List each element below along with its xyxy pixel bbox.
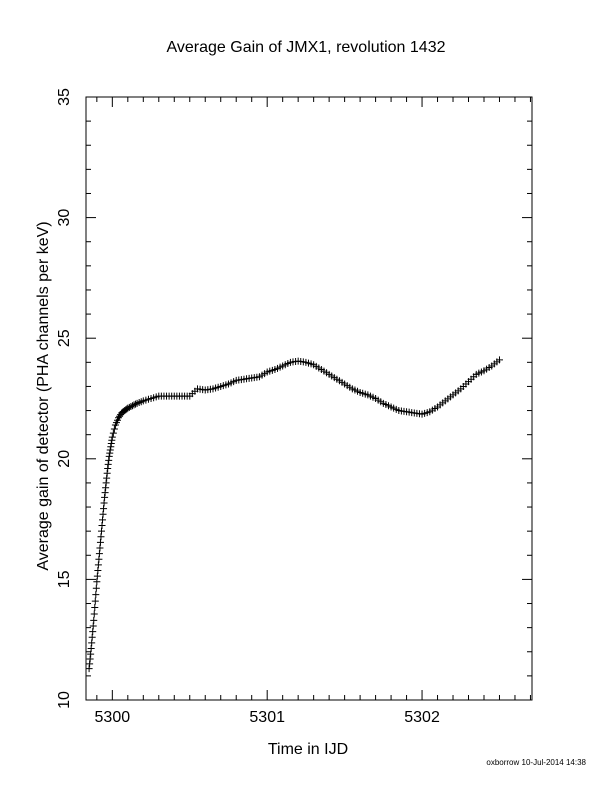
data-point [103,474,111,482]
data-point [93,572,101,580]
data-point [87,645,95,653]
data-point [90,610,98,618]
data-point [108,433,116,441]
data-points [85,356,503,673]
data-point [125,403,133,411]
chart-title: Average Gain of JMX1, revolution 1432 [167,39,446,56]
data-point [107,440,115,448]
data-point [87,650,95,658]
data-point [127,403,135,411]
data-point [106,449,114,457]
y-tick-label: 10 [56,691,73,709]
data-point [102,479,110,487]
data-point [85,665,93,673]
data-point [86,655,94,663]
x-axis: 5300 5301 5302 [95,97,531,726]
data-point [128,402,136,410]
data-point [91,597,99,605]
data-point [104,460,112,468]
data-point [91,604,99,612]
data-point [96,538,104,546]
data-point [103,469,111,477]
x-axis-label: Time in IJD [268,741,348,758]
y-tick-label: 35 [56,88,73,106]
data-point [495,356,503,364]
data-point [101,489,109,497]
data-point [99,516,107,524]
data-point [92,591,100,599]
data-point [93,578,101,586]
data-point [106,446,114,454]
data-point [92,584,100,592]
data-point [90,616,98,624]
y-axis: 10 15 20 25 30 35 [56,88,532,709]
data-point [86,660,94,668]
data-point [88,639,96,647]
data-point [95,550,103,558]
data-point [99,510,107,518]
data-point [105,456,113,464]
data-point [109,429,117,437]
y-tick-label: 20 [56,450,73,468]
data-point [94,561,102,569]
data-point [89,628,97,636]
x-tick-label: 5300 [95,709,131,726]
data-point [89,622,97,630]
data-point [100,499,108,507]
data-point [102,484,110,492]
y-tick-label: 30 [56,209,73,227]
data-point [105,452,113,460]
data-point [132,400,140,408]
data-point [100,505,108,513]
data-point [101,493,109,501]
y-tick-label: 25 [56,329,73,347]
data-point [96,544,104,552]
data-point [97,533,105,541]
data-point [88,633,96,641]
footer-stamp: oxborrow 10-Jul-2014 14:38 [486,758,586,767]
data-point [95,555,103,563]
x-tick-label: 5302 [404,709,440,726]
data-point [124,404,132,412]
data-point [130,401,138,409]
data-point [104,464,112,472]
y-tick-label: 15 [56,570,73,588]
data-point [98,522,106,530]
data-point [94,567,102,575]
data-point [107,443,115,451]
data-point [110,425,118,433]
y-axis-label: Average gain of detector (PHA channels p… [35,221,52,570]
x-tick-label: 5301 [249,709,285,726]
data-point [97,527,105,535]
data-point [108,436,116,444]
plot-frame [85,96,533,701]
